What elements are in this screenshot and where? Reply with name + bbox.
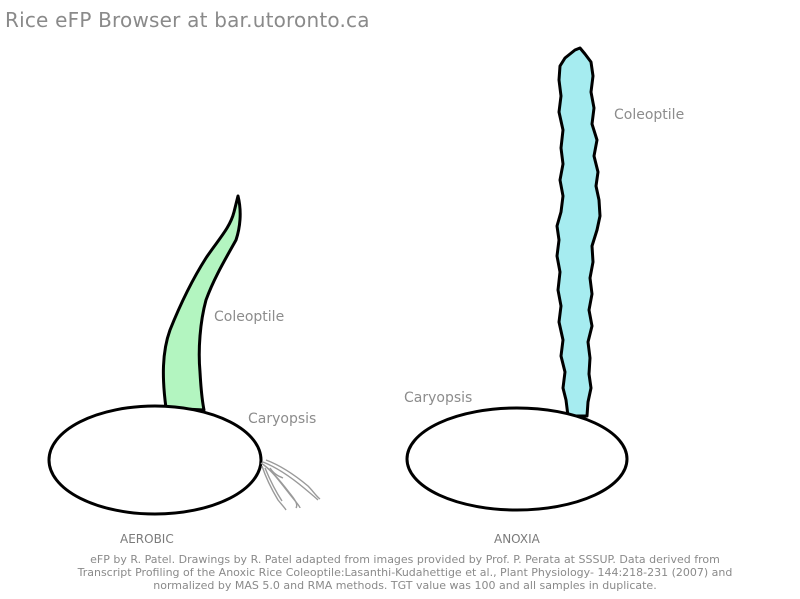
anoxia-condition-label: ANOXIA [494,532,541,546]
anoxia-caryopsis[interactable] [405,406,629,512]
page-title: Rice eFP Browser at bar.utoronto.ca [5,8,370,32]
aerobic-coleoptile-label: Coleoptile [214,309,284,325]
anoxia-seedling: Coleoptile Caryopsis ANOXIA [404,46,684,546]
anoxia-coleoptile-label: Coleoptile [614,107,684,123]
aerobic-caryopsis[interactable] [47,404,263,516]
credits-line-2: Transcript Profiling of the Anoxic Rice … [77,566,733,579]
credits-line-1: eFP by R. Patel. Drawings by R. Patel ad… [90,553,720,566]
credits-line-3: normalized by MAS 5.0 and RMA methods. T… [153,579,657,592]
aerobic-condition-label: AEROBIC [120,532,174,546]
aerobic-roots [260,459,321,511]
anoxia-coleoptile[interactable] [555,46,602,418]
aerobic-seedling: Coleoptile Caryopsis AEROBIC [47,194,321,546]
anoxia-caryopsis-label: Caryopsis [404,390,472,406]
aerobic-coleoptile[interactable] [161,194,242,412]
credits-footer: eFP by R. Patel. Drawings by R. Patel ad… [40,553,770,592]
aerobic-caryopsis-label: Caryopsis [248,411,316,427]
